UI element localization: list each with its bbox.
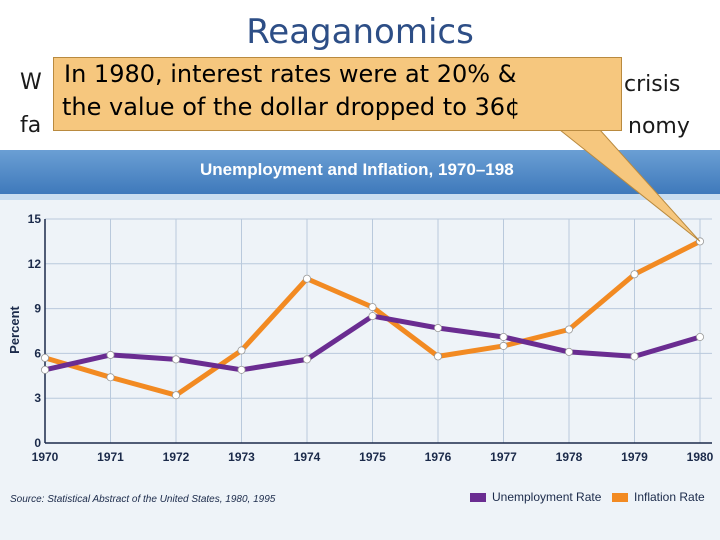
legend-label-inflation: Inflation Rate <box>634 490 705 504</box>
legend-inflation: Inflation Rate <box>612 490 705 504</box>
slide-text-fragment: crisis <box>624 72 681 97</box>
data-point-unemployment <box>171 355 180 364</box>
x-tick-label: 1973 <box>228 450 255 464</box>
y-tick-label: 6 <box>34 346 41 360</box>
legend-label-unemployment: Unemployment Rate <box>492 490 602 504</box>
data-point-inflation <box>368 303 377 312</box>
x-tick-label: 1979 <box>621 450 648 464</box>
data-point-inflation <box>41 353 50 362</box>
legend-swatch-unemployment <box>470 492 486 502</box>
slide-text-fragment: nomy <box>628 114 690 139</box>
x-tick-label: 1972 <box>163 450 190 464</box>
data-point-inflation <box>499 341 508 350</box>
chart-panel: Unemployment and Inflation, 1970–198 <box>0 150 720 540</box>
x-tick-label: 1980 <box>687 450 714 464</box>
y-tick-label: 0 <box>34 436 41 450</box>
slide-text-fragment: fa <box>20 113 42 138</box>
data-point-unemployment <box>106 350 115 359</box>
data-point-inflation <box>237 346 246 355</box>
callout-box: In 1980, interest rates were at 20% & th… <box>53 57 622 131</box>
legend-unemployment: Unemployment Rate <box>470 490 601 504</box>
data-point-unemployment <box>433 324 442 333</box>
plot-background <box>0 200 720 540</box>
x-tick-label: 1975 <box>359 450 386 464</box>
x-tick-label: 1970 <box>32 450 59 464</box>
y-tick-label: 12 <box>28 257 42 271</box>
chart-source: Source: Statistical Abstract of the Unit… <box>10 494 276 505</box>
data-point-inflation <box>171 391 180 400</box>
y-tick-label: 9 <box>34 302 41 316</box>
callout-text-line-2: the value of the dollar dropped to 36¢ <box>62 93 521 121</box>
data-point-inflation <box>433 352 442 361</box>
data-point-inflation <box>106 373 115 382</box>
data-point-inflation <box>630 270 639 279</box>
data-point-unemployment <box>302 355 311 364</box>
y-tick-label: 15 <box>28 212 42 226</box>
x-tick-label: 1978 <box>556 450 583 464</box>
x-tick-label: 1976 <box>425 450 452 464</box>
data-point-unemployment <box>630 352 639 361</box>
x-tick-label: 1977 <box>490 450 517 464</box>
callout-text-line-1: In 1980, interest rates were at 20% & <box>64 60 517 88</box>
data-point-unemployment <box>368 312 377 321</box>
data-point-unemployment <box>499 332 508 341</box>
data-point-inflation <box>565 325 574 334</box>
x-tick-label: 1974 <box>294 450 321 464</box>
data-point-unemployment <box>41 365 50 374</box>
x-tick-label: 1971 <box>97 450 124 464</box>
banner-stripe <box>0 194 720 200</box>
data-point-unemployment <box>565 347 574 356</box>
y-axis-label: Percent <box>7 305 22 353</box>
data-point-unemployment <box>696 332 705 341</box>
legend-swatch-inflation <box>612 492 628 502</box>
chart-title: Unemployment and Inflation, 1970–198 <box>200 160 514 179</box>
slide-title: Reaganomics <box>246 12 474 52</box>
y-tick-label: 3 <box>34 391 41 405</box>
callout-pointer <box>558 129 701 242</box>
slide-text-fragment: W <box>20 70 42 95</box>
data-point-inflation <box>302 274 311 283</box>
data-point-unemployment <box>237 365 246 374</box>
